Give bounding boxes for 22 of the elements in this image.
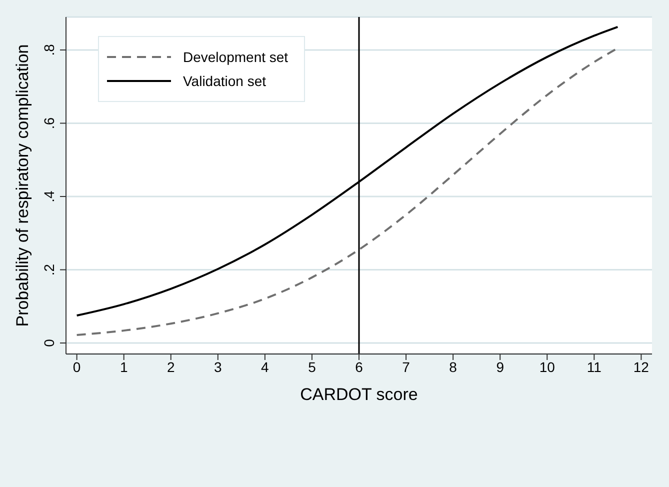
x-tick-label: 7 <box>402 358 410 375</box>
x-tick-label: 4 <box>261 358 270 375</box>
y-tick-label: .2 <box>41 264 57 276</box>
x-tick-label: 12 <box>633 358 650 375</box>
y-axis-title: Probability of respiratory complication <box>13 44 32 327</box>
x-tick-label: 5 <box>308 358 316 375</box>
x-tick-label: 6 <box>355 358 364 375</box>
x-tick-label: 8 <box>449 358 458 375</box>
y-tick-label: 0 <box>41 338 57 347</box>
legend-label: Validation set <box>183 73 266 89</box>
y-tick-label: .4 <box>41 190 57 202</box>
x-tick-label: 0 <box>72 358 81 375</box>
x-tick-label: 2 <box>166 358 175 375</box>
x-tick-label: 9 <box>496 358 504 375</box>
x-tick-label: 1 <box>120 358 128 375</box>
x-tick-label: 10 <box>539 358 556 375</box>
x-tick-label: 11 <box>586 358 602 375</box>
x-axis-title: CARDOT score <box>300 385 418 404</box>
y-tick-label: .6 <box>41 117 57 130</box>
legend-label: Development set <box>183 49 288 65</box>
y-tick-label: .8 <box>41 44 57 56</box>
x-tick-label: 3 <box>214 358 222 375</box>
